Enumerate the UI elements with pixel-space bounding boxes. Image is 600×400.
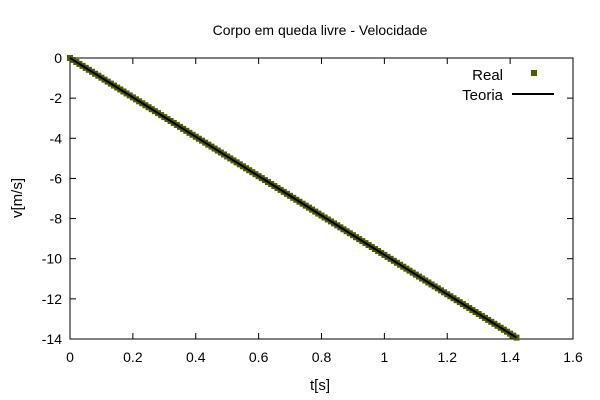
chart-title: Corpo em queda livre - Velocidade (213, 22, 428, 38)
x-tick-label: 0.8 (312, 349, 332, 365)
y-tick-label: -2 (50, 90, 63, 106)
legend-marker-real (531, 70, 537, 76)
y-tick-label: -10 (42, 251, 62, 267)
series-line-teoria (69, 57, 517, 339)
y-tick-labels: 0 -2 -4 -6 -8 -10 -12 -14 (42, 50, 62, 347)
x-tick-label: 0.2 (123, 349, 143, 365)
x-tick-label: 0.4 (186, 349, 206, 365)
x-tick-label: 1.6 (563, 349, 583, 365)
y-tick-label: -6 (50, 170, 63, 186)
y-tick-label: -8 (50, 211, 63, 227)
x-tick-label: 0.6 (249, 349, 269, 365)
y-tick-label: -4 (50, 130, 63, 146)
x-tick-label: 1.4 (500, 349, 520, 365)
y-axis-label: v[m/s] (9, 178, 26, 218)
legend-label-real: Real (472, 67, 503, 84)
x-axis-label: t[s] (310, 377, 330, 394)
data-point-real (513, 334, 520, 341)
y-tick-label: -14 (42, 331, 62, 347)
legend: Real Teoria (462, 67, 554, 104)
series-layer (67, 55, 520, 341)
x-tick-labels: 0 0.2 0.4 0.6 0.8 1 1.2 1.4 1.6 (66, 349, 583, 365)
x-tick-label: 1.2 (438, 349, 458, 365)
x-tick-label: 0 (66, 349, 74, 365)
axis-ticks (69, 57, 574, 340)
legend-label-teoria: Teoria (462, 87, 504, 104)
x-tick-label: 1 (380, 349, 388, 365)
y-tick-label: -12 (42, 291, 62, 307)
y-tick-label: 0 (54, 50, 62, 66)
